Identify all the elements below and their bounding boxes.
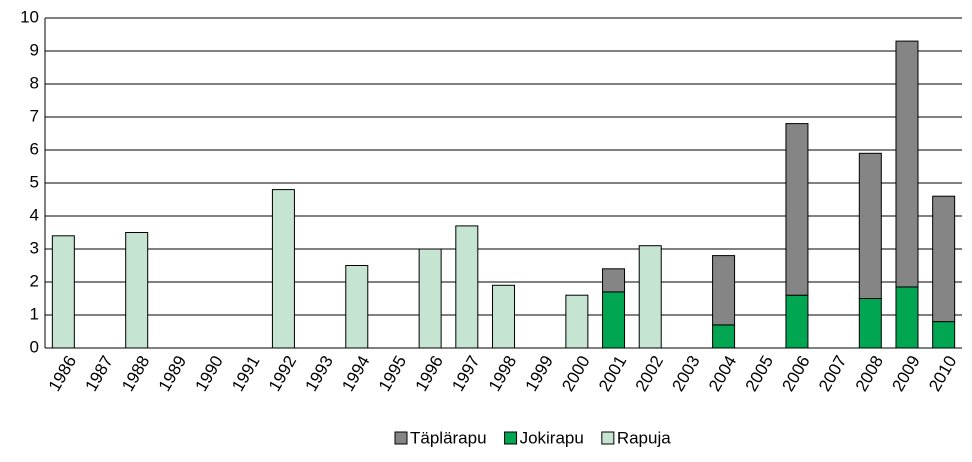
bar xyxy=(895,40,919,288)
x-tick-label: 1989 xyxy=(155,352,190,394)
bar xyxy=(492,284,515,349)
bar xyxy=(455,225,479,349)
y-tick-label: 1 xyxy=(30,304,39,323)
legend-swatch xyxy=(601,431,615,445)
bar xyxy=(602,268,626,293)
bar xyxy=(712,324,736,349)
legend-label: Jokirapu xyxy=(520,428,584,447)
x-tick-label: 1994 xyxy=(338,352,373,394)
y-tick-label: 4 xyxy=(30,205,39,224)
x-tick-label: 1996 xyxy=(412,352,447,394)
bar xyxy=(271,189,295,349)
x-tick-label: 2010 xyxy=(925,352,960,394)
x-tick-label: 2009 xyxy=(888,352,923,394)
x-tick-label: 1993 xyxy=(302,352,337,394)
y-tick-label: 3 xyxy=(30,238,39,257)
x-tick-label: 1986 xyxy=(45,352,80,394)
x-tick-label: 2003 xyxy=(668,352,703,394)
y-tick-label: 2 xyxy=(30,271,39,290)
bar xyxy=(565,294,589,349)
x-tick-label: 2007 xyxy=(815,352,850,394)
x-tick-label: 1999 xyxy=(522,352,557,394)
x-tick-label: 2000 xyxy=(558,352,593,394)
x-tick-label: 1992 xyxy=(265,352,300,394)
bar xyxy=(932,195,956,323)
x-tick-label: 1998 xyxy=(485,352,520,394)
legend-swatch xyxy=(394,431,408,445)
bar xyxy=(858,152,882,299)
legend-label: Rapuja xyxy=(617,428,671,447)
bar xyxy=(785,294,809,349)
legend-swatch xyxy=(504,431,518,445)
y-tick-label: 0 xyxy=(30,337,39,356)
y-tick-label: 5 xyxy=(30,172,39,191)
x-tick-label: 1997 xyxy=(448,352,483,394)
bar xyxy=(125,232,149,349)
bar xyxy=(932,321,956,349)
x-tick-label: 2005 xyxy=(742,352,777,394)
bar xyxy=(712,255,736,326)
bar xyxy=(602,291,626,349)
bar xyxy=(895,286,919,349)
x-tick-label: 2002 xyxy=(632,352,667,394)
x-tick-label: 1990 xyxy=(191,352,226,394)
x-tick-label: 2004 xyxy=(705,352,740,394)
y-tick-label: 10 xyxy=(20,7,39,26)
x-tick-label: 1987 xyxy=(81,352,116,394)
bar xyxy=(418,248,442,349)
legend-label: Täplärapu xyxy=(410,428,487,447)
bar xyxy=(785,123,809,296)
x-tick-label: 1995 xyxy=(375,352,410,394)
bar xyxy=(638,245,662,349)
x-tick-label: 2006 xyxy=(778,352,813,394)
bar xyxy=(51,235,75,349)
bar xyxy=(858,298,882,349)
x-tick-label: 2008 xyxy=(852,352,887,394)
y-tick-label: 7 xyxy=(30,106,39,125)
y-tick-label: 9 xyxy=(30,40,39,59)
bar xyxy=(345,265,369,349)
y-tick-label: 8 xyxy=(30,73,39,92)
x-tick-label: 1988 xyxy=(118,352,153,394)
y-tick-label: 6 xyxy=(30,139,39,158)
x-tick-label: 1991 xyxy=(228,352,263,394)
x-tick-label: 2001 xyxy=(595,352,630,394)
